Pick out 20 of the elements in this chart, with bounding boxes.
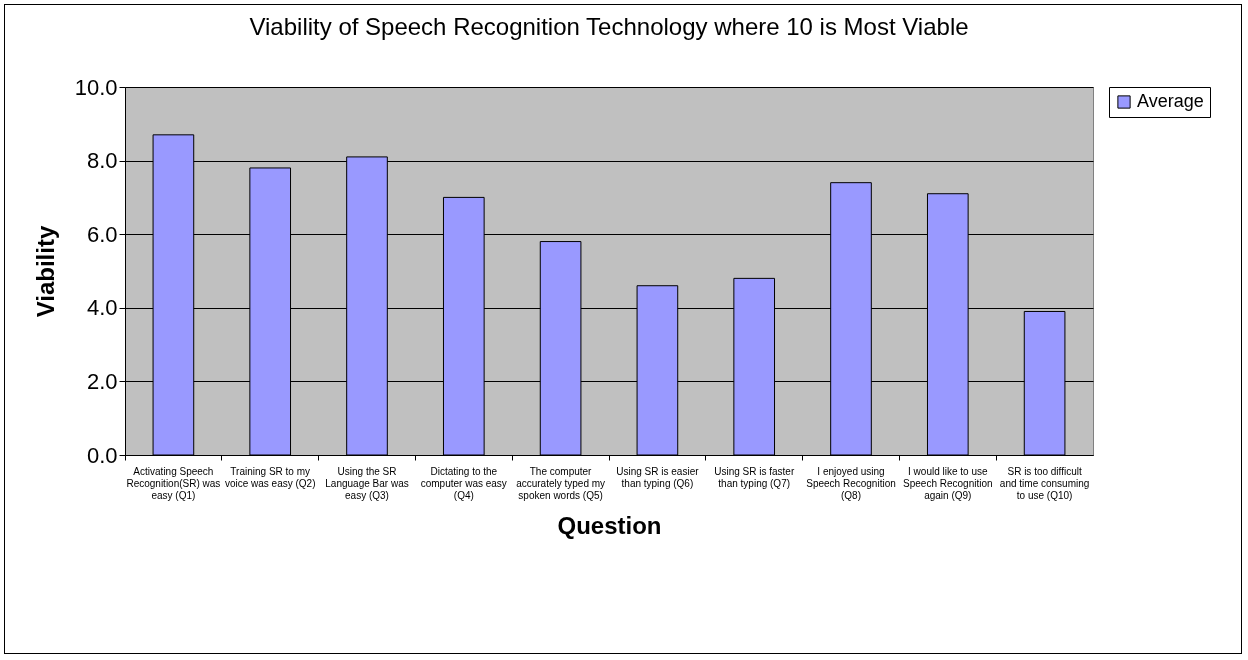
y-tick-label: 2.0 [86,368,118,394]
y-tick-label: 4.0 [86,295,118,321]
y-tick-label: 10.0 [74,74,118,100]
y-tick-label: 8.0 [86,148,118,174]
x-tick-label: I would like to use Speech Recognition again (Q9) [903,465,993,501]
x-tick-label: Activating Speech Recognition(SR) was easy (Q1) [126,465,221,501]
x-tick-label: I enjoyed using Speech Recognition (Q8) [806,465,896,501]
x-axis-title: Question [557,511,662,539]
x-tick-label: Dictating to the computer was easy (Q4) [420,465,507,501]
x-tick-label: The computer accurately typed my spoken words (Q5) [516,465,606,501]
x-tick-label: Using the SR Language Bar was easy (Q3) [325,465,409,501]
x-tick-label: Using SR is easier than typing (Q6) [616,465,700,489]
x-tick-label: Using SR is faster than typing (Q7) [714,465,795,489]
y-tick-label: 0.0 [86,442,118,468]
y-tick-label: 6.0 [86,221,118,247]
legend-label: Average [1137,91,1204,111]
y-axis-title: Viability [31,225,59,318]
x-tick-label: SR is too difficult and time consuming to use (Q10) [999,465,1090,501]
x-tick-label: Training SR to my voice was easy (Q2) [224,465,316,489]
chart-title: Viability of Speech Recognition Technology where 10 is Most Viable [249,13,969,40]
